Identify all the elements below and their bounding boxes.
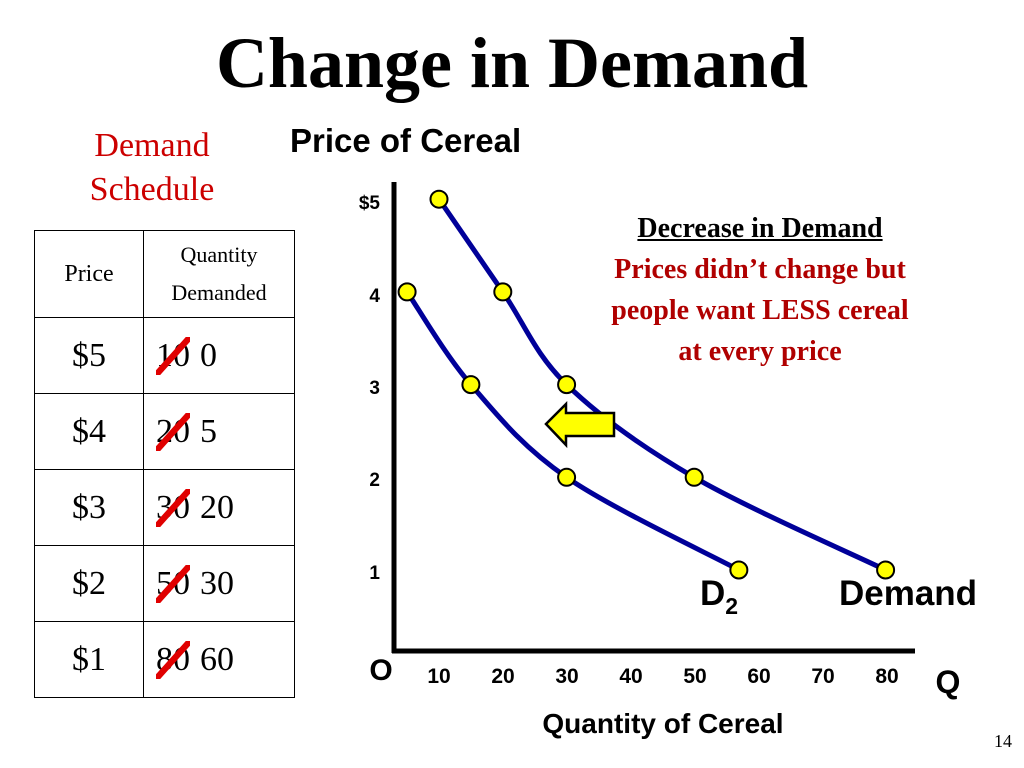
x-tick-label: 70 — [811, 665, 834, 688]
y-tick-label: 2 — [369, 470, 380, 491]
table-row: $2 50 30 — [34, 545, 295, 622]
price-cell: $1 — [34, 621, 144, 698]
annotation-heading: Decrease in Demand — [637, 213, 883, 244]
left-arrow-icon — [544, 400, 616, 449]
q-axis-symbol: Q — [936, 664, 961, 700]
d2-curve — [405, 290, 741, 573]
demand-curve-label: Demand — [839, 574, 977, 613]
annotation-box: Decrease in Demand Prices didn’t change … — [560, 208, 960, 372]
table-row: $4 20 5 — [34, 393, 295, 470]
x-tick-label: 50 — [683, 665, 706, 688]
d2-point — [557, 467, 577, 487]
chart-axes — [391, 182, 915, 654]
demand-curve — [436, 197, 887, 573]
schedule-title: Demand Schedule — [52, 124, 252, 212]
slide-title: Change in Demand — [215, 23, 809, 103]
table-row: $3 30 20 — [34, 469, 295, 546]
y-tick-label: 3 — [369, 378, 380, 399]
d2-point — [729, 560, 749, 580]
x-tick-label: 10 — [427, 665, 450, 688]
x-axis-label: Quantity of Cereal — [542, 708, 783, 739]
x-tick-label: 60 — [747, 665, 770, 688]
page-number: 14 — [994, 731, 1012, 751]
y-tick-label: $5 — [359, 193, 381, 214]
demand-point — [429, 189, 449, 209]
quantity-header-line2: Demanded — [171, 280, 267, 305]
table-header-row: Price Quantity Demanded — [34, 230, 295, 318]
table-body: $5 10 0 $4 20 5 $3 30 20 $2 50 30 $1 80 60 — [34, 317, 295, 698]
annotation-line1: Prices didn’t change but — [614, 254, 906, 285]
schedule-title-line1: Demand — [94, 127, 210, 164]
demand-point — [557, 375, 577, 395]
x-tick-label: 80 — [875, 665, 898, 688]
chart-curves — [405, 197, 887, 573]
new-quantity: 0 — [200, 336, 217, 374]
table-row: $1 80 60 — [34, 621, 295, 698]
x-tick-label: 20 — [491, 665, 514, 688]
x-tick-label: 40 — [619, 665, 642, 688]
chart-tick-labels: 10 20 30 40 50 60 70 80 $5 4 3 2 1 — [359, 193, 899, 688]
quantity-cell: 80 60 — [143, 621, 295, 698]
quantity-header-line1: Quantity — [180, 242, 258, 267]
d2-label-subscript: 2 — [725, 593, 738, 619]
quantity-header: Quantity Demanded — [143, 230, 295, 318]
d2-curve-label: D2 — [700, 574, 738, 619]
y-tick-label: 4 — [369, 286, 380, 307]
chart-points — [397, 189, 896, 580]
demand-point — [493, 282, 513, 302]
y-tick-label: 1 — [369, 563, 380, 584]
origin-label: O — [369, 654, 392, 687]
new-quantity: 30 — [200, 564, 234, 602]
demand-schedule-table: Price Quantity Demanded $5 10 0 $4 20 5 $3 30 20… — [34, 230, 295, 698]
quantity-cell: 50 30 — [143, 545, 295, 622]
chart-title: Price of Cereal — [290, 122, 522, 159]
d2-point — [397, 282, 417, 302]
annotation-line3: at every price — [678, 336, 842, 367]
annotation-line2: people want LESS cereal — [611, 295, 909, 326]
schedule-title-line2: Schedule — [89, 171, 215, 208]
demand-point — [684, 467, 704, 487]
price-cell: $4 — [34, 393, 144, 470]
new-quantity: 5 — [200, 412, 217, 450]
x-tick-label: 30 — [555, 665, 578, 688]
d2-point — [461, 375, 481, 395]
d2-label-main: D — [700, 574, 725, 613]
price-cell: $3 — [34, 469, 144, 546]
quantity-cell: 20 5 — [143, 393, 295, 470]
new-quantity: 20 — [200, 488, 234, 526]
demand-point — [876, 560, 896, 580]
new-quantity: 60 — [200, 640, 234, 678]
